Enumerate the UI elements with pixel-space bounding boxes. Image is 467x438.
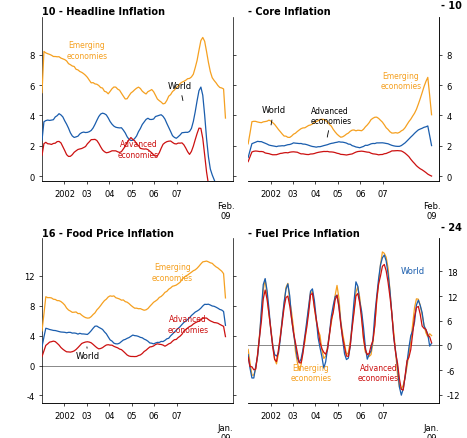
Text: - 24: - 24 bbox=[441, 223, 462, 233]
Text: World: World bbox=[262, 106, 286, 126]
Text: Advanced
economies: Advanced economies bbox=[118, 140, 159, 159]
Text: Emerging
economies: Emerging economies bbox=[152, 263, 193, 282]
Text: Jan.
09: Jan. 09 bbox=[218, 423, 234, 438]
Text: Emerging
economies: Emerging economies bbox=[380, 71, 421, 91]
Text: World: World bbox=[401, 267, 425, 276]
Text: Emerging
economies: Emerging economies bbox=[290, 363, 332, 382]
Text: 10 - Headline Inflation: 10 - Headline Inflation bbox=[42, 7, 165, 17]
Text: Feb.
09: Feb. 09 bbox=[217, 201, 234, 221]
Text: Advanced
economies: Advanced economies bbox=[167, 315, 209, 334]
Text: 16 - Food Price Inflation: 16 - Food Price Inflation bbox=[42, 228, 174, 238]
Text: Advanced
economies: Advanced economies bbox=[358, 363, 399, 382]
Text: Emerging
economies: Emerging economies bbox=[66, 41, 107, 60]
Text: - 10: - 10 bbox=[441, 1, 462, 11]
Text: Advanced
economies: Advanced economies bbox=[311, 106, 352, 138]
Text: - Fuel Price Inflation: - Fuel Price Inflation bbox=[248, 228, 360, 238]
Text: World: World bbox=[76, 347, 100, 360]
Text: Jan.
09: Jan. 09 bbox=[424, 423, 439, 438]
Text: World: World bbox=[168, 82, 192, 101]
Text: - Core Inflation: - Core Inflation bbox=[248, 7, 331, 17]
Text: Feb.
09: Feb. 09 bbox=[423, 201, 440, 221]
